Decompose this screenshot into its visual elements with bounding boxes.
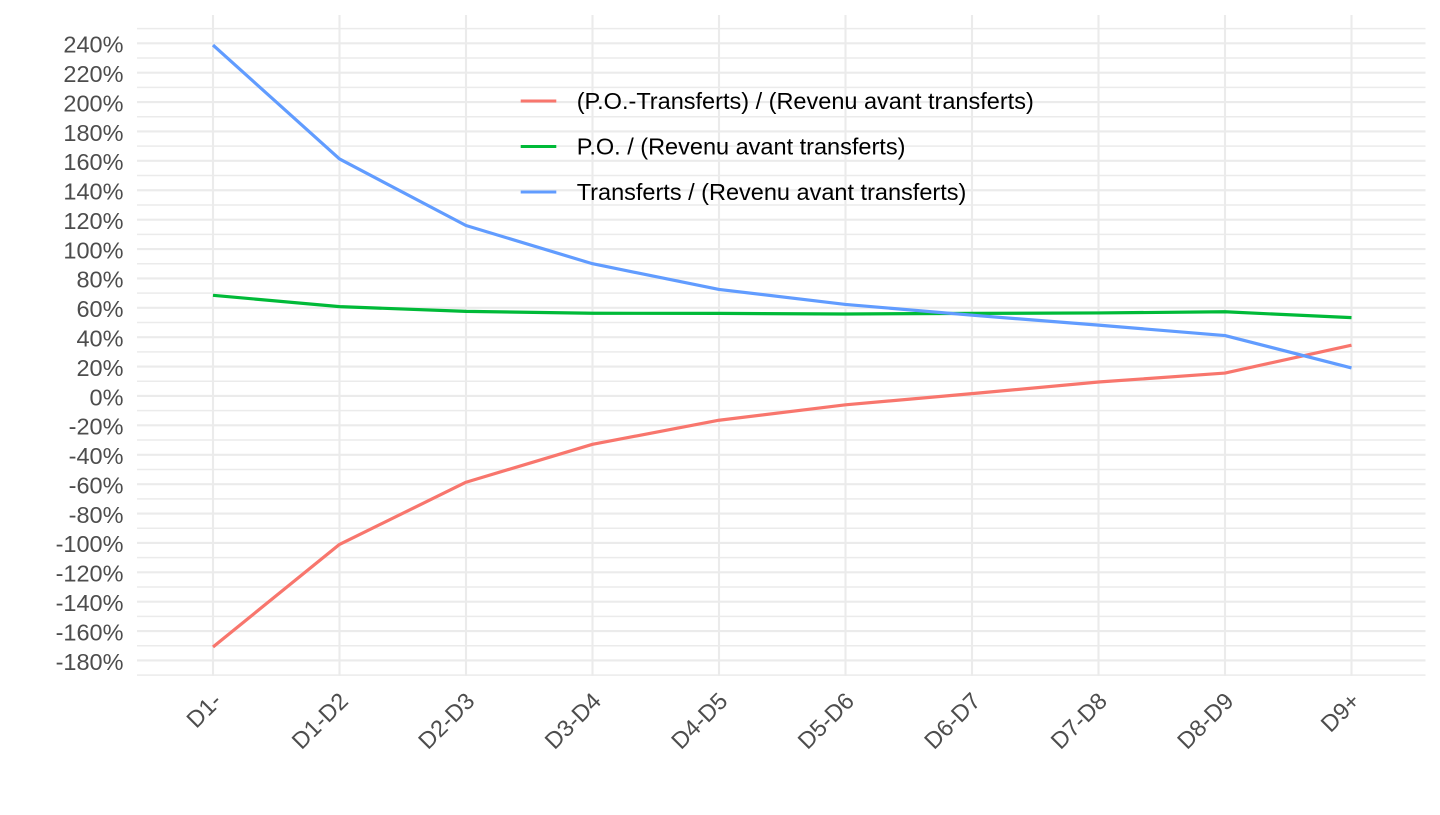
svg-text:Transferts / (Revenu avant tra: Transferts / (Revenu avant transferts) bbox=[577, 179, 967, 205]
svg-text:-20%: -20% bbox=[69, 414, 124, 440]
svg-text:80%: 80% bbox=[76, 267, 123, 293]
svg-text:-80%: -80% bbox=[69, 502, 124, 528]
svg-text:240%: 240% bbox=[63, 32, 123, 58]
svg-text:180%: 180% bbox=[63, 120, 123, 146]
svg-text:-40%: -40% bbox=[69, 443, 124, 469]
svg-text:100%: 100% bbox=[63, 237, 123, 263]
svg-text:40%: 40% bbox=[76, 326, 123, 352]
svg-text:140%: 140% bbox=[63, 179, 123, 205]
svg-text:-60%: -60% bbox=[69, 472, 124, 498]
svg-text:-140%: -140% bbox=[56, 590, 124, 616]
svg-text:120%: 120% bbox=[63, 208, 123, 234]
svg-text:P.O. / (Revenu avant transfert: P.O. / (Revenu avant transferts) bbox=[577, 134, 906, 160]
svg-text:20%: 20% bbox=[76, 355, 123, 381]
svg-text:-120%: -120% bbox=[56, 561, 124, 587]
svg-text:-160%: -160% bbox=[56, 619, 124, 645]
svg-text:220%: 220% bbox=[63, 61, 123, 87]
svg-text:0%: 0% bbox=[90, 384, 124, 410]
svg-text:160%: 160% bbox=[63, 149, 123, 175]
svg-text:-100%: -100% bbox=[56, 531, 124, 557]
svg-text:-180%: -180% bbox=[56, 649, 124, 675]
svg-text:200%: 200% bbox=[63, 90, 123, 116]
svg-text:60%: 60% bbox=[76, 296, 123, 322]
svg-text:(P.O.-Transferts) / (Revenu av: (P.O.-Transferts) / (Revenu avant transf… bbox=[577, 88, 1034, 114]
